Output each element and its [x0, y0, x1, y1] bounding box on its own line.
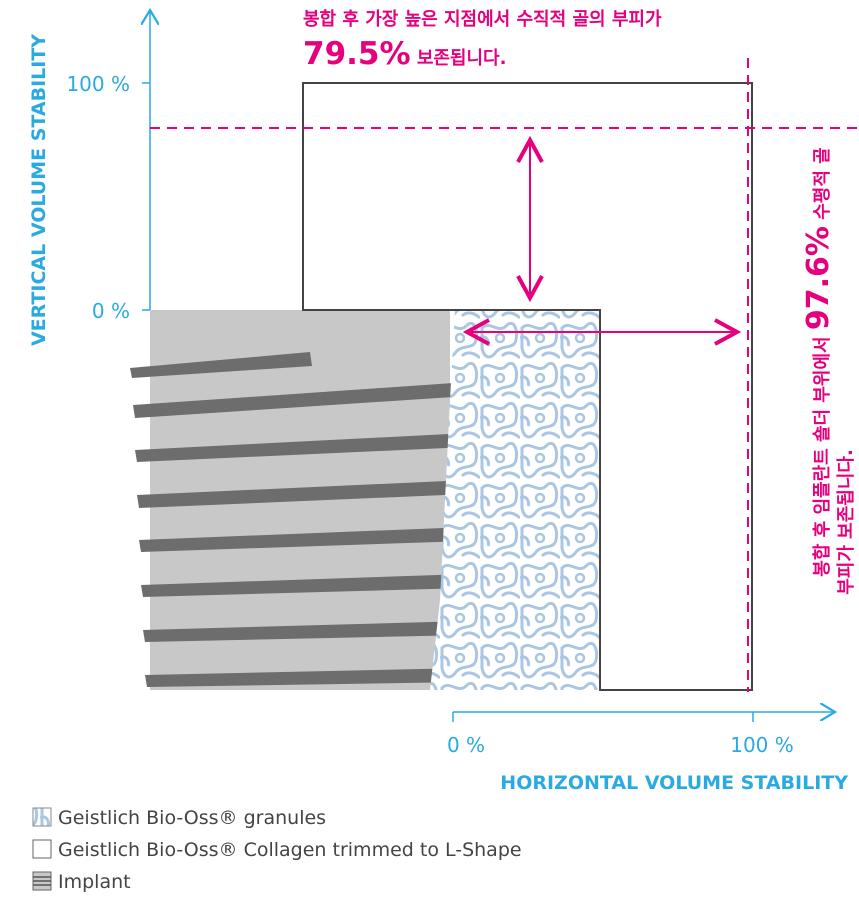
legend-swatch [32, 839, 52, 859]
legend-label: Implant [58, 871, 131, 893]
legend-swatch [32, 807, 52, 827]
implant [130, 310, 468, 690]
legend-label: Geistlich Bio-Oss® Collagen trimmed to L… [58, 839, 522, 861]
y-tick-label: 0 % [92, 299, 130, 323]
y-tick-label: 100 % [66, 72, 130, 96]
annotation: 부피가 보존됩니다. [836, 449, 857, 595]
collagen-l-shape [302, 82, 753, 691]
annotation: 봉합 후 가장 높은 지점에서 수직적 골의 부피가 [303, 8, 662, 30]
x-tick-label: 100 % [730, 733, 794, 757]
x-axis-label: HORIZONTAL VOLUME STABILITY [500, 772, 848, 794]
granules [430, 310, 600, 690]
y-axis-label: VERTICAL VOLUME STABILITY [28, 34, 50, 346]
x-tick-label: 0 % [447, 733, 485, 757]
annotation: 79.5% 보존됩니다. [303, 36, 506, 72]
annotation: 봉합 후 임플란트 숄더 부위에서 97.6% 수평적 골 [801, 147, 836, 576]
legend-label: Geistlich Bio-Oss® granules [58, 807, 326, 829]
legend-swatch [32, 871, 52, 891]
